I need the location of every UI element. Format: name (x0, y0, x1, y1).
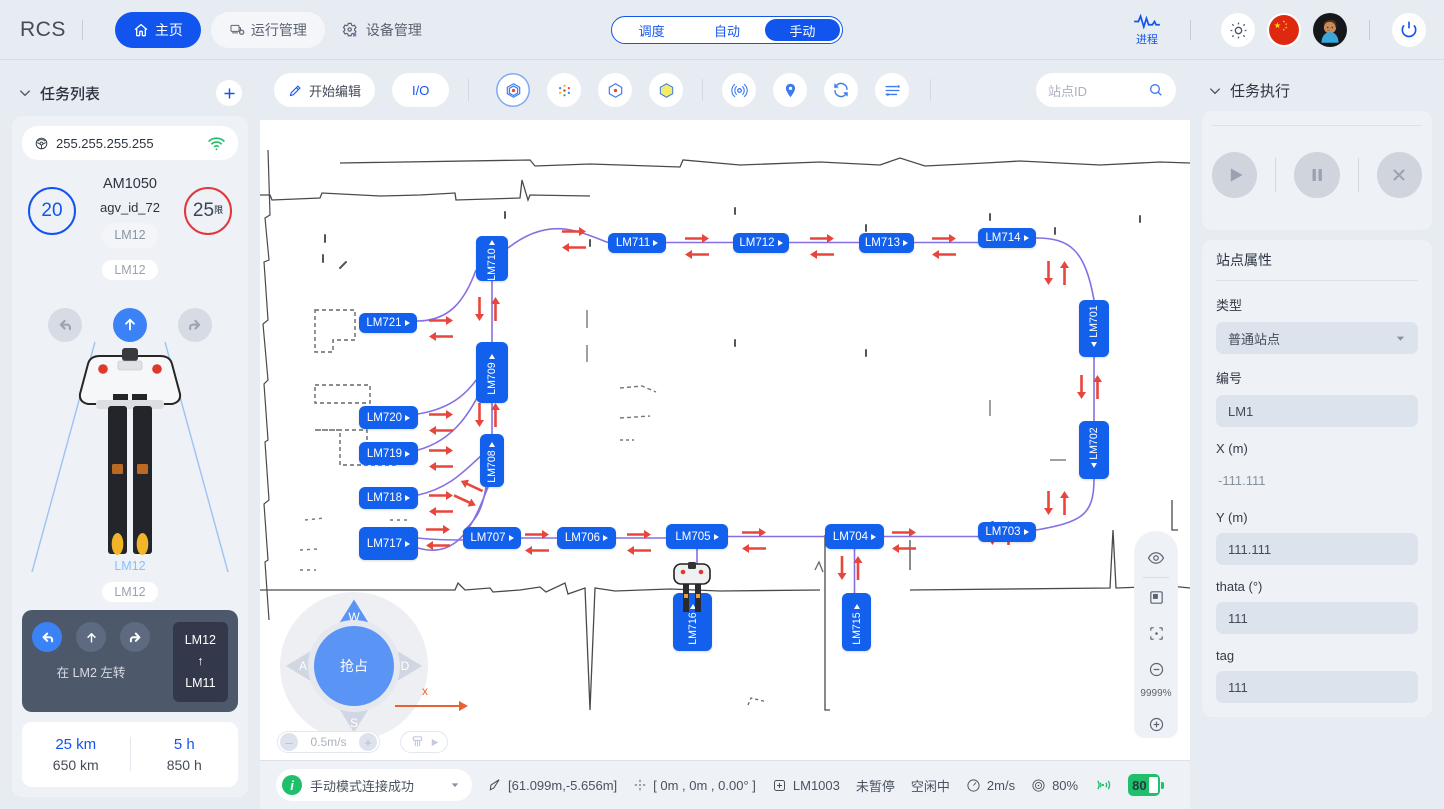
svg-text:D: D (401, 659, 410, 673)
svg-text:x: x (422, 687, 428, 698)
svg-text:A: A (299, 659, 307, 673)
svg-text:S: S (350, 716, 358, 730)
svg-text:W: W (348, 610, 360, 624)
